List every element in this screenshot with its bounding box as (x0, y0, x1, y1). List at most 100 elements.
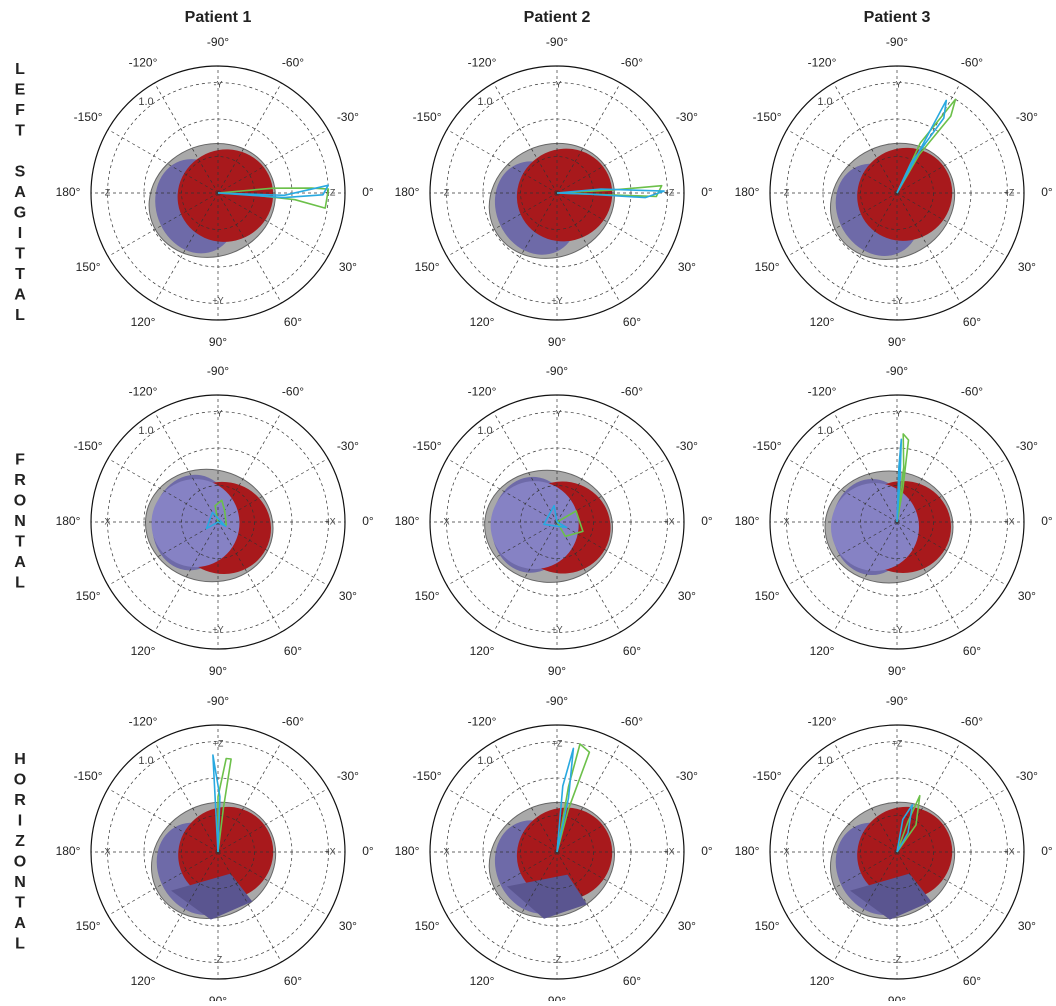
angle-label: -150° (753, 110, 782, 124)
angle-label: -150° (74, 439, 103, 453)
ring-label: 1.0 (477, 755, 492, 767)
angle-label: 0° (362, 844, 374, 858)
angle-label: 180° (56, 185, 81, 199)
axis-label: -X (102, 846, 111, 856)
heart (130, 780, 297, 941)
angle-label: 180° (56, 514, 81, 528)
angle-label: 90° (548, 335, 566, 349)
angle-label: -150° (413, 769, 442, 783)
angle-label: 120° (131, 974, 156, 988)
heart (809, 780, 976, 941)
angle-label: -150° (413, 439, 442, 453)
angle-label: -120° (468, 55, 497, 69)
angle-label: 90° (888, 994, 906, 1001)
angle-label: -30° (337, 110, 359, 124)
angle-label: -120° (129, 714, 158, 728)
angle-label: 180° (735, 185, 760, 199)
angle-label: 30° (678, 589, 696, 603)
angle-label: 90° (888, 335, 906, 349)
axis-label: +Z (892, 738, 903, 748)
axis-label: -X (781, 846, 790, 856)
axis-label: -Z (102, 187, 111, 197)
column-title: Patient 1 (185, 9, 252, 26)
axis-label: +X (663, 846, 674, 856)
angle-label: 30° (678, 919, 696, 933)
axis-label: -Y (553, 79, 562, 89)
angle-label: 150° (755, 260, 780, 274)
axis-label: +X (324, 846, 335, 856)
polar-panel: 1.0-90°-60°-30°0°30°60°90°120°150°180°-1… (735, 694, 1053, 1001)
axis-label: +X (663, 516, 674, 526)
angle-label: -30° (676, 439, 698, 453)
axis-label: +Y (212, 295, 223, 305)
axis-label: -Y (553, 408, 562, 418)
polar-panel: 1.0-90°-60°-30°0°30°60°90°120°150°180°-1… (735, 35, 1053, 349)
angle-label: 60° (284, 644, 302, 658)
angle-label: 120° (470, 974, 495, 988)
angle-label: -90° (207, 35, 229, 49)
angle-label: 120° (131, 644, 156, 658)
angle-label: 150° (755, 589, 780, 603)
angle-label: -60° (961, 55, 983, 69)
angle-label: -120° (808, 55, 837, 69)
axis-label: +X (1003, 846, 1014, 856)
angle-label: 0° (362, 185, 374, 199)
angle-label: 90° (209, 664, 227, 678)
axis-label: +X (324, 516, 335, 526)
heart (470, 782, 633, 938)
angle-label: -60° (282, 55, 304, 69)
angle-label: -150° (753, 439, 782, 453)
column-title: Patient 2 (524, 9, 591, 26)
angle-label: 180° (735, 844, 760, 858)
angle-label: -30° (1016, 439, 1038, 453)
ring-label: 1.0 (138, 755, 153, 767)
axis-label: +Y (551, 624, 562, 634)
angle-label: 0° (1041, 844, 1053, 858)
axis-label: -X (441, 846, 450, 856)
angle-label: 60° (963, 644, 981, 658)
axis-label: -X (781, 516, 790, 526)
angle-label: 120° (810, 315, 835, 329)
polar-panel: 1.0-90°-60°-30°0°30°60°90°120°150°180°-1… (395, 694, 713, 1001)
polar-panel: 1.0-90°-60°-30°0°30°60°90°120°150°180°-1… (735, 364, 1053, 678)
angle-label: 180° (395, 185, 420, 199)
polar-panel: 1.0-90°-60°-30°0°30°60°90°120°150°180°-1… (395, 35, 713, 349)
polar-panel: 1.0-90°-60°-30°0°30°60°90°120°150°180°-1… (395, 364, 713, 678)
ring-label: 1.0 (138, 425, 153, 437)
angle-label: -30° (1016, 769, 1038, 783)
angle-label: -60° (621, 384, 643, 398)
ring-label: 1.0 (817, 755, 832, 767)
angle-label: 60° (623, 315, 641, 329)
axis-label: -Z (781, 187, 790, 197)
angle-label: 120° (810, 974, 835, 988)
heart (133, 126, 292, 275)
axis-label: +Y (551, 295, 562, 305)
polar-panel: 1.0-90°-60°-30°0°30°60°90°120°150°180°-1… (56, 364, 374, 678)
heart (809, 121, 976, 282)
angle-label: -60° (621, 714, 643, 728)
angle-label: -30° (676, 769, 698, 783)
angle-label: 150° (755, 919, 780, 933)
axis-label: +Y (891, 624, 902, 634)
ring-label: 1.0 (477, 96, 492, 108)
angle-label: 30° (339, 589, 357, 603)
angle-label: -90° (546, 694, 568, 708)
angle-label: -120° (808, 384, 837, 398)
angle-label: 60° (623, 974, 641, 988)
axis-label: -Y (214, 408, 223, 418)
axis-label: +Z (213, 738, 224, 748)
angle-label: 180° (395, 844, 420, 858)
angle-label: -150° (413, 110, 442, 124)
angle-label: -150° (74, 110, 103, 124)
angle-label: 60° (284, 315, 302, 329)
polar-panel: 1.0-90°-60°-30°0°30°60°90°120°150°180°-1… (56, 694, 374, 1001)
axis-label: -Z (553, 954, 562, 964)
angle-label: 30° (339, 260, 357, 274)
angle-label: -60° (282, 384, 304, 398)
angle-label: 150° (415, 589, 440, 603)
ring-label: 1.0 (817, 96, 832, 108)
heart (137, 459, 283, 592)
axis-label: +Y (891, 295, 902, 305)
angle-label: 30° (1018, 589, 1036, 603)
heart (825, 471, 953, 583)
